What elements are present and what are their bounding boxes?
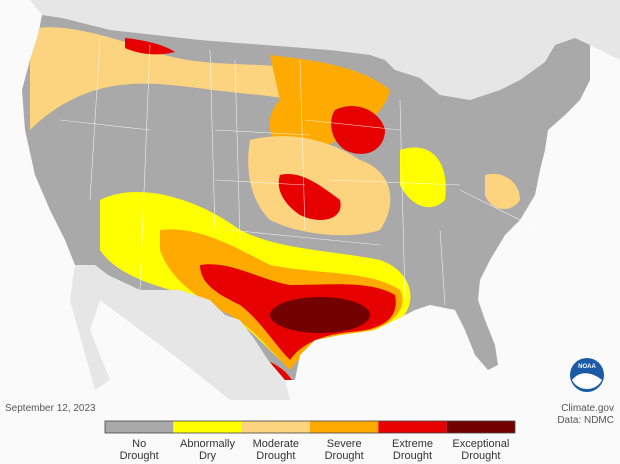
source: Data: NDMC bbox=[557, 415, 614, 426]
legend-label: Moderate bbox=[253, 438, 299, 450]
legend-swatch bbox=[378, 421, 447, 433]
logo-text: NOAA bbox=[578, 364, 596, 370]
legend-label: Dry bbox=[199, 450, 217, 462]
legend-label: No bbox=[132, 438, 146, 450]
legend-label: Drought bbox=[256, 450, 295, 462]
canada bbox=[0, 0, 620, 100]
drought-area bbox=[485, 173, 520, 210]
legend-label: Exceptional bbox=[452, 438, 509, 450]
credit: Climate.gov bbox=[561, 403, 614, 414]
drought-area bbox=[400, 147, 446, 208]
legend-label: Abnormally bbox=[180, 438, 236, 450]
legend: NoDroughtAbnormallyDryModerateDroughtSev… bbox=[104, 420, 516, 462]
noaa-logo-wave bbox=[572, 373, 602, 389]
legend-swatch bbox=[241, 421, 310, 433]
legend-label: Drought bbox=[393, 450, 432, 462]
legend-swatch bbox=[173, 421, 242, 433]
drought-areas bbox=[30, 27, 520, 380]
legend-label: Severe bbox=[327, 438, 362, 450]
legend-swatch bbox=[446, 421, 515, 433]
mexico bbox=[70, 265, 290, 400]
drought-area bbox=[331, 106, 385, 154]
drought-area bbox=[278, 174, 341, 220]
drought-area bbox=[269, 55, 390, 160]
state-borders bbox=[59, 39, 541, 306]
legend-swatch bbox=[310, 421, 379, 433]
drought-area bbox=[30, 27, 380, 130]
drought-area bbox=[270, 297, 370, 333]
legend-frame bbox=[104, 420, 516, 434]
legend-label: Drought bbox=[461, 450, 500, 462]
legend-label: Drought bbox=[120, 450, 159, 462]
legend-label: Extreme bbox=[392, 438, 433, 450]
legend-swatch bbox=[105, 421, 174, 433]
legend-label: Drought bbox=[325, 450, 364, 462]
date: September 12, 2023 bbox=[5, 403, 96, 414]
